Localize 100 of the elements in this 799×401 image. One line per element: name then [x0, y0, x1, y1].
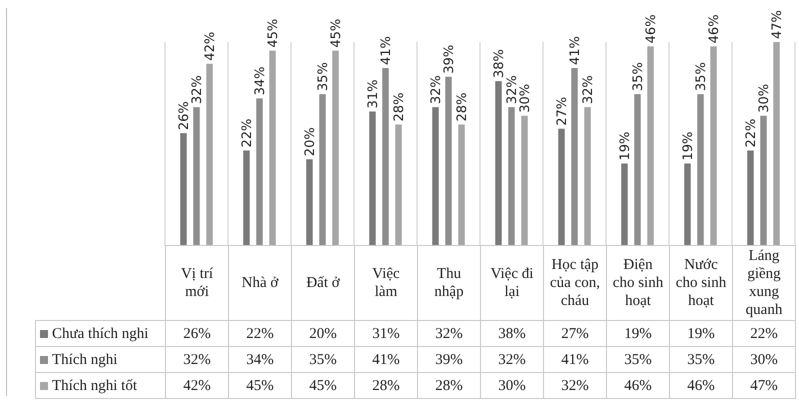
bar	[773, 42, 780, 246]
bar	[180, 133, 187, 246]
data-label: 35%	[606, 346, 670, 372]
text: 41%	[568, 36, 583, 66]
bar	[558, 128, 565, 246]
data-label: 46%	[670, 372, 732, 398]
x-tick-label: Việc làm	[354, 246, 418, 320]
x-tick-label: Học tập của con, cháu	[544, 246, 606, 320]
legend-label: Thích nghi	[36, 346, 166, 372]
bar	[508, 107, 515, 246]
text: 38%	[492, 49, 507, 78]
text: 22%	[240, 118, 255, 148]
text: 28%	[392, 92, 407, 122]
bar	[319, 94, 326, 246]
bar	[193, 107, 200, 246]
bar	[206, 64, 213, 246]
text: 19%	[680, 132, 696, 161]
data-label: 28%	[354, 372, 418, 398]
x-tick-label: Vị trí mới	[166, 246, 228, 320]
bar	[571, 68, 578, 246]
data-label: 38%	[480, 320, 544, 346]
text: 28%	[454, 92, 470, 122]
data-label: 34%	[228, 346, 292, 372]
bar	[382, 68, 389, 246]
x-tick-label: Việc đi lại	[480, 246, 544, 320]
data-label: 32%	[544, 372, 606, 398]
text: 20%	[302, 127, 318, 156]
data-label: 45%	[228, 372, 292, 398]
text: 32%	[504, 75, 520, 104]
data-label: 26%	[166, 320, 228, 346]
bar	[621, 164, 628, 246]
text: 26%	[176, 101, 192, 130]
data-label: 28%	[418, 372, 480, 398]
bar	[495, 81, 502, 246]
bar	[369, 111, 376, 246]
data-label: 30%	[732, 346, 796, 372]
text: 34%	[252, 66, 268, 96]
x-tick-label: Nước cho sinh hoạt	[670, 246, 732, 320]
text: 35%	[694, 62, 709, 92]
data-label: 22%	[732, 320, 796, 346]
bar	[445, 76, 452, 246]
text: 30%	[756, 84, 772, 113]
legend-label: Chưa thích nghi	[36, 320, 166, 346]
bar	[256, 98, 263, 246]
data-label: 32%	[480, 346, 544, 372]
text: 30%	[518, 84, 533, 113]
x-tick-label: Nhà ở	[228, 246, 292, 320]
data-label: 41%	[354, 346, 418, 372]
bar	[647, 46, 654, 246]
data-label: 27%	[544, 320, 606, 346]
text: 46%	[706, 14, 722, 44]
text: 19%	[618, 132, 633, 161]
text: 35%	[316, 62, 331, 92]
text: 45%	[328, 18, 344, 48]
data-label: 41%	[544, 346, 606, 372]
data-label: 42%	[166, 372, 228, 398]
bar	[747, 150, 754, 246]
bar	[269, 50, 276, 246]
data-label: 39%	[418, 346, 480, 372]
bar	[458, 124, 465, 246]
legend-label: Thích nghi tốt	[36, 372, 166, 398]
text: 32%	[190, 75, 205, 104]
data-label: 19%	[670, 320, 732, 346]
data-label: 46%	[606, 372, 670, 398]
x-tick-label: Láng giềng xung quanh	[732, 246, 796, 320]
data-label: 35%	[292, 346, 354, 372]
bar	[521, 116, 528, 246]
bar	[634, 94, 641, 246]
data-label: 47%	[732, 372, 796, 398]
bar	[332, 50, 339, 246]
x-tick-label: Thu nhập	[418, 246, 480, 320]
bar	[395, 124, 402, 246]
text: 47%	[770, 10, 785, 39]
data-label: 35%	[670, 346, 732, 372]
data-label: 19%	[606, 320, 670, 346]
bar	[710, 46, 717, 246]
bar	[697, 94, 704, 246]
text: 32%	[580, 75, 596, 104]
text: 46%	[644, 14, 659, 44]
data-label: 20%	[292, 320, 354, 346]
x-tick-label: Đất ở	[292, 246, 354, 320]
text: 41%	[378, 36, 394, 66]
data-label: 45%	[292, 372, 354, 398]
text: 32%	[428, 75, 444, 104]
text: 22%	[744, 118, 759, 148]
text: 45%	[266, 18, 281, 48]
bar	[306, 159, 313, 246]
bar	[584, 107, 591, 246]
data-label: 32%	[418, 320, 480, 346]
text: 39%	[442, 44, 457, 74]
bar	[432, 107, 439, 246]
data-label: 22%	[228, 320, 292, 346]
bar	[760, 116, 767, 246]
data-label: 30%	[480, 372, 544, 398]
text: 35%	[630, 62, 646, 92]
data-label: 31%	[354, 320, 418, 346]
text: 42%	[202, 32, 218, 61]
text: 27%	[554, 96, 570, 126]
text: 31%	[366, 80, 381, 108]
data-label: 32%	[166, 346, 228, 372]
